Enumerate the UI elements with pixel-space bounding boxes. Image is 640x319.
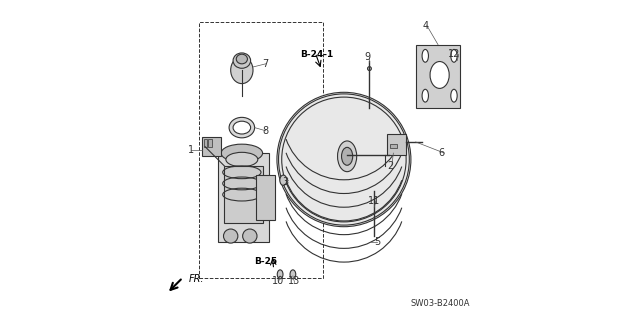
Text: 13: 13 bbox=[289, 276, 301, 286]
Ellipse shape bbox=[342, 147, 353, 165]
Bar bbox=[256, 175, 275, 220]
Text: 10: 10 bbox=[273, 276, 285, 286]
Ellipse shape bbox=[367, 67, 371, 70]
Bar bbox=[202, 137, 221, 156]
Text: 9: 9 bbox=[365, 52, 371, 63]
Text: 8: 8 bbox=[262, 126, 269, 136]
Ellipse shape bbox=[277, 92, 411, 227]
Bar bbox=[199, 22, 323, 278]
Text: 4: 4 bbox=[422, 20, 428, 31]
Ellipse shape bbox=[221, 144, 262, 162]
Ellipse shape bbox=[422, 49, 428, 62]
Bar bbox=[387, 134, 406, 155]
Ellipse shape bbox=[337, 141, 356, 172]
Ellipse shape bbox=[430, 62, 449, 88]
Text: 12: 12 bbox=[448, 49, 460, 59]
Text: 11: 11 bbox=[368, 196, 380, 206]
Ellipse shape bbox=[233, 53, 251, 68]
Ellipse shape bbox=[236, 54, 248, 64]
Ellipse shape bbox=[233, 121, 251, 134]
Ellipse shape bbox=[451, 89, 457, 102]
Ellipse shape bbox=[290, 270, 296, 279]
Ellipse shape bbox=[229, 117, 255, 138]
Text: B-24-1: B-24-1 bbox=[300, 50, 333, 59]
Ellipse shape bbox=[277, 270, 283, 279]
Text: 1: 1 bbox=[188, 145, 194, 155]
Ellipse shape bbox=[422, 89, 428, 102]
Bar bbox=[218, 153, 269, 242]
Ellipse shape bbox=[243, 229, 257, 243]
Bar bbox=[390, 144, 397, 148]
Text: SW03-B2400A: SW03-B2400A bbox=[410, 299, 470, 308]
Ellipse shape bbox=[230, 57, 253, 84]
Text: FR.: FR. bbox=[189, 274, 205, 284]
Ellipse shape bbox=[280, 175, 287, 185]
Text: 6: 6 bbox=[438, 148, 444, 158]
Ellipse shape bbox=[226, 152, 258, 167]
Text: B-25: B-25 bbox=[254, 257, 277, 266]
Text: 3: 3 bbox=[282, 177, 288, 187]
Bar bbox=[209, 139, 212, 147]
Bar bbox=[224, 166, 262, 223]
Text: 2: 2 bbox=[387, 161, 394, 171]
Bar bbox=[204, 139, 207, 147]
Ellipse shape bbox=[451, 49, 457, 62]
Ellipse shape bbox=[223, 229, 238, 243]
Bar bbox=[416, 45, 460, 108]
Text: 5: 5 bbox=[374, 237, 381, 248]
Text: 7: 7 bbox=[262, 59, 269, 69]
